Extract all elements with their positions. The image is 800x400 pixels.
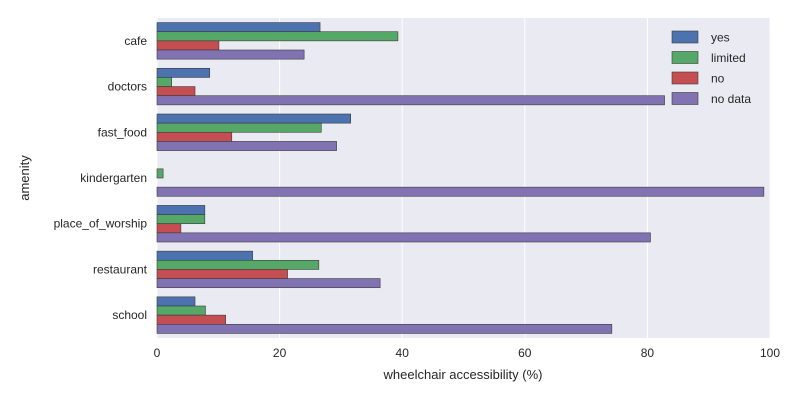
bar xyxy=(156,278,381,289)
y-tick-label: doctors xyxy=(108,80,147,94)
legend-swatch xyxy=(671,71,699,85)
bar xyxy=(156,250,253,261)
bar xyxy=(156,205,206,215)
y-tick-label: place_of_worship xyxy=(54,217,148,231)
bar xyxy=(156,77,173,87)
bar xyxy=(156,113,352,124)
bar xyxy=(156,122,322,133)
bar xyxy=(156,141,337,151)
x-tick-label: 80 xyxy=(641,346,655,360)
x-axis-label: wheelchair accessibility (%) xyxy=(383,367,543,382)
legend-swatch xyxy=(671,92,699,105)
plot-background xyxy=(157,18,770,338)
x-tick-label: 60 xyxy=(518,346,532,360)
bar xyxy=(156,269,288,279)
y-tick-label: restaurant xyxy=(93,262,148,276)
y-tick-label: school xyxy=(112,308,147,322)
bar xyxy=(156,305,206,316)
x-tick-label: 20 xyxy=(273,346,287,360)
bar xyxy=(156,314,226,325)
bar xyxy=(156,214,206,225)
legend-label: yes xyxy=(711,31,730,45)
bar xyxy=(156,296,196,307)
x-tick-label: 0 xyxy=(154,346,161,360)
bar xyxy=(156,49,305,60)
bar xyxy=(156,232,651,243)
bar xyxy=(156,67,211,78)
bar xyxy=(156,131,233,142)
bar xyxy=(156,168,164,179)
legend-swatch xyxy=(671,51,699,64)
y-tick-label: fast_food xyxy=(98,125,147,139)
legend-label: no xyxy=(711,72,725,86)
bar xyxy=(156,31,399,42)
bars xyxy=(156,22,765,334)
bar xyxy=(156,40,220,51)
legend-label: limited xyxy=(711,51,746,65)
bar xyxy=(156,186,765,197)
bar xyxy=(156,259,320,270)
legend-label: no data xyxy=(711,92,751,106)
bar xyxy=(156,22,321,33)
bar xyxy=(156,86,196,97)
bar xyxy=(156,323,613,334)
legend-swatch xyxy=(671,30,699,44)
x-tick-label: 40 xyxy=(396,346,410,360)
x-tick-label: 100 xyxy=(760,346,780,360)
y-axis-label: amenity xyxy=(17,155,32,201)
bar xyxy=(156,95,665,106)
y-tick-label: kindergarten xyxy=(80,171,147,185)
legend: yes limited no no data xyxy=(671,30,751,106)
y-tick-label: cafe xyxy=(124,34,147,48)
bar xyxy=(156,223,182,234)
x-tick-labels: 0 20 40 60 80 100 xyxy=(154,346,781,360)
y-tick-labels: cafe doctors fast_food kindergarten place_of… xyxy=(54,34,148,322)
